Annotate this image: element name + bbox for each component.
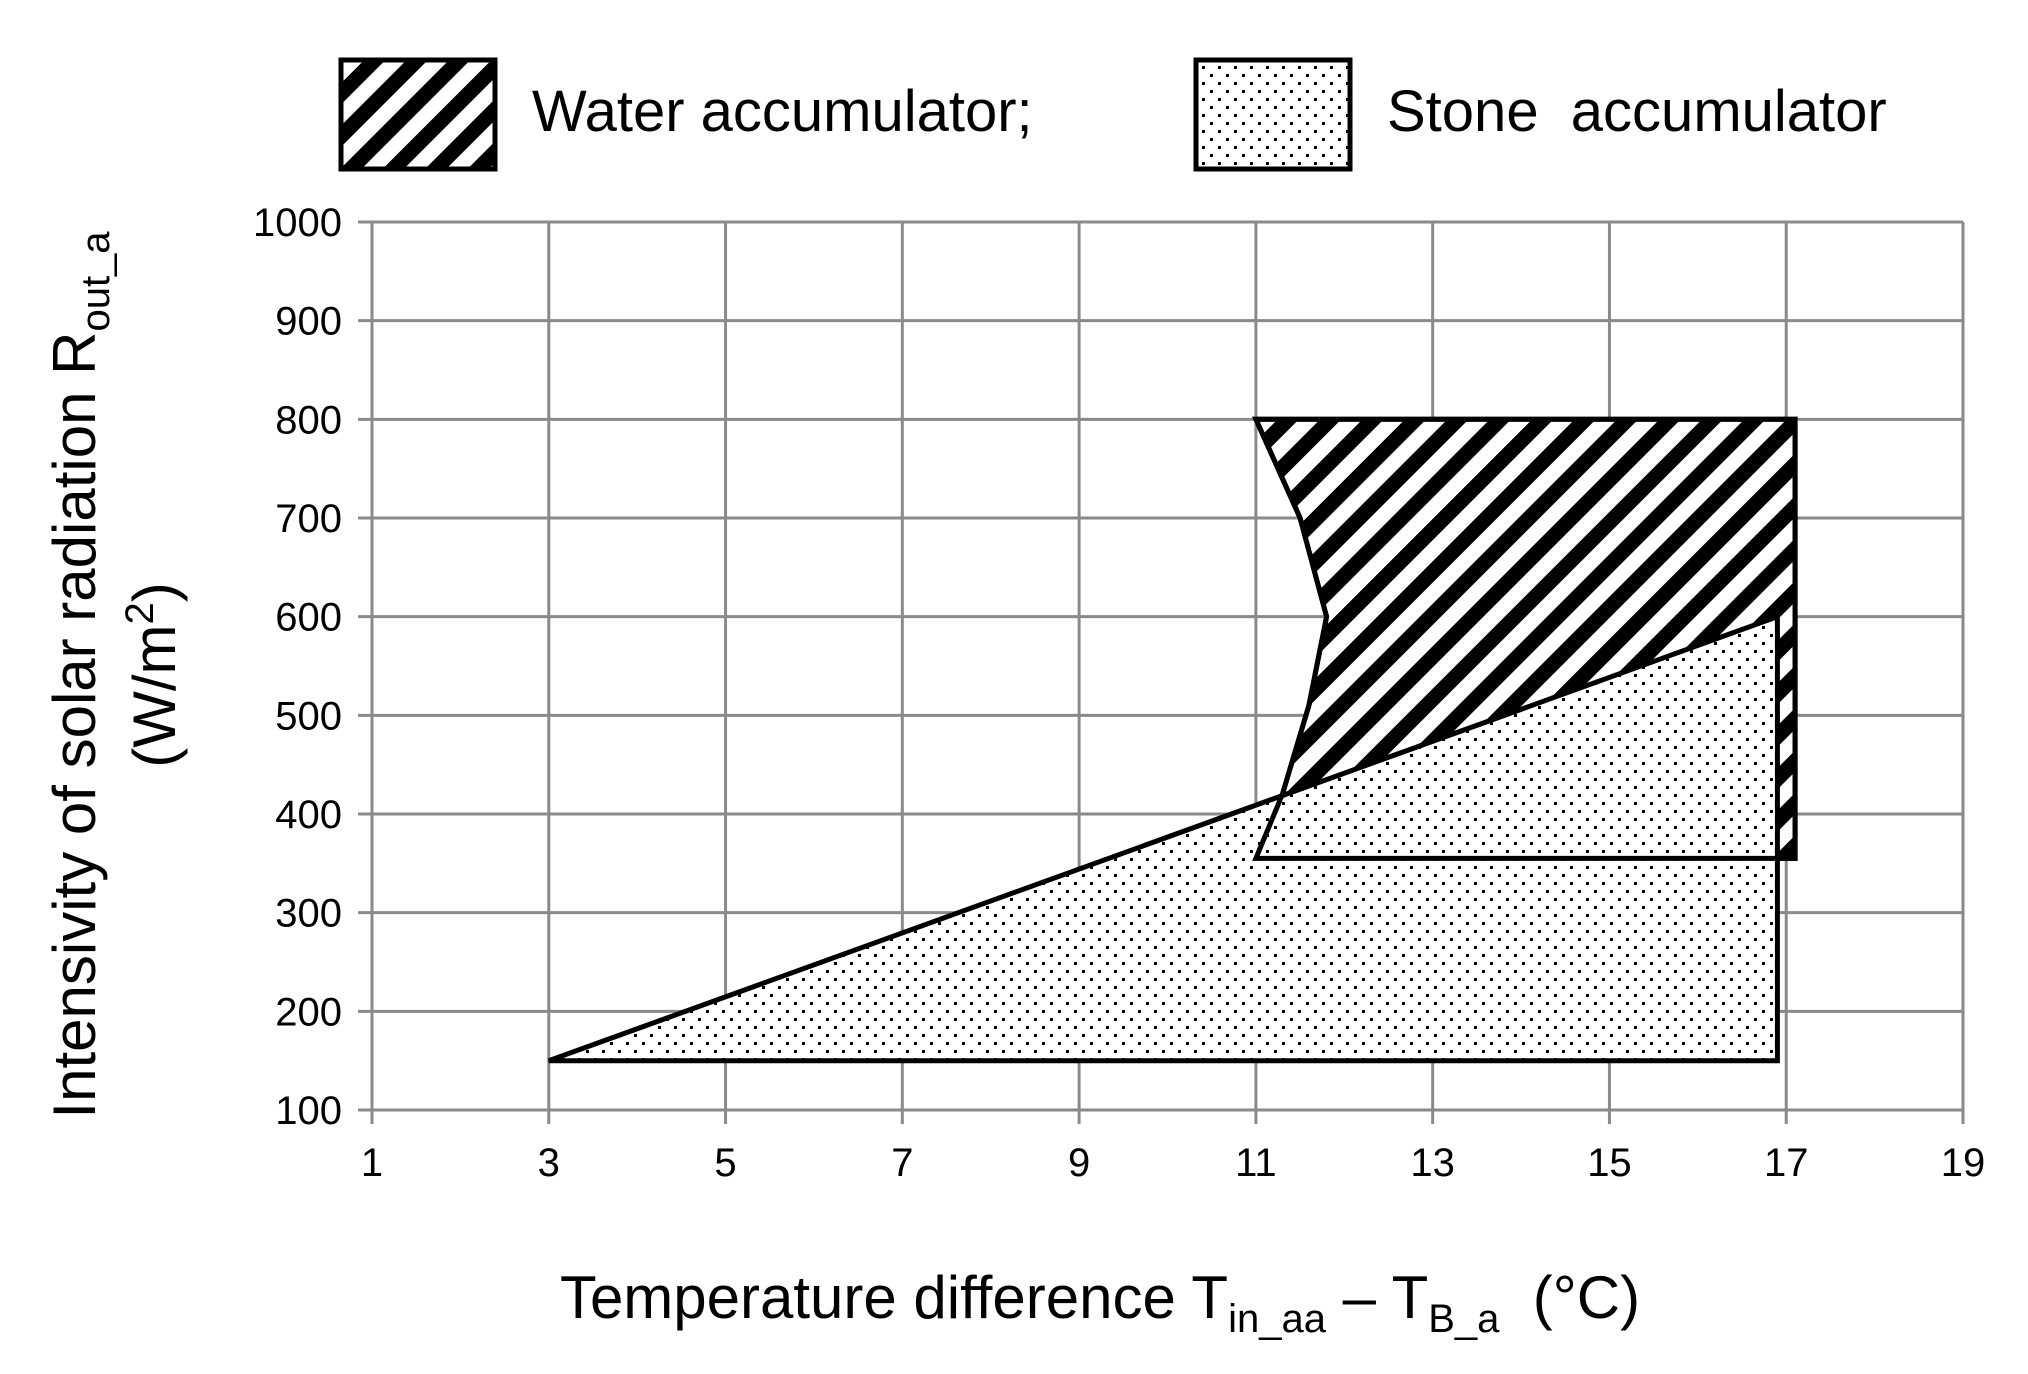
- y-tick-label: 1000: [253, 201, 342, 245]
- x-axis-title-sub1: in_aa: [1228, 1297, 1327, 1341]
- x-axis-title: Temperature difference Tin_aa – TB_a (°C…: [560, 1264, 1640, 1341]
- x-axis-title-mid: – T: [1326, 1264, 1428, 1331]
- y-tick-label: 400: [275, 793, 342, 837]
- legend-swatch-stone: [1193, 57, 1353, 172]
- y-tick-label: 300: [275, 892, 342, 936]
- y-tick-label: 700: [275, 497, 342, 541]
- y-tick-label: 100: [275, 1089, 342, 1133]
- x-tick-label: 3: [538, 1141, 560, 1185]
- x-axis-title-main: Temperature difference T: [560, 1264, 1228, 1331]
- x-tick-label: 17: [1764, 1141, 1809, 1185]
- x-tick-label: 19: [1941, 1141, 1986, 1185]
- y-tick-label: 500: [275, 694, 342, 738]
- x-tick-label: 5: [714, 1141, 736, 1185]
- legend: Water accumulator; Stone accumulator: [338, 57, 1887, 172]
- y-axis-title: Intensivity of solar radiation Rout_a (W…: [41, 231, 188, 1119]
- y-tick-label: 800: [275, 398, 342, 442]
- y-axis-title-line1: Intensivity of solar radiation Rout_a: [41, 231, 118, 1119]
- water-accumulator-outline: [1252, 416, 1798, 861]
- x-tick-label: 15: [1587, 1141, 1632, 1185]
- y-tick-labels: 100 200 300 400 500 600 700 800 900 1000: [253, 201, 342, 1133]
- stone-accumulator-area: [547, 613, 1780, 1064]
- y-tick-label: 900: [275, 300, 342, 344]
- y-tick-label: 600: [275, 596, 342, 640]
- series-layer: [547, 416, 1798, 1064]
- legend-label-water: Water accumulator;: [532, 79, 1033, 144]
- x-tick-label: 13: [1410, 1141, 1455, 1185]
- x-tick-label: 7: [891, 1141, 913, 1185]
- legend-swatch-water: [338, 57, 498, 172]
- x-axis-title-end: (°C): [1499, 1264, 1640, 1331]
- x-tick-label: 1: [361, 1141, 383, 1185]
- x-tick-label: 9: [1068, 1141, 1090, 1185]
- x-axis-title-sub2: B_a: [1428, 1297, 1500, 1341]
- legend-label-stone: Stone accumulator: [1387, 79, 1887, 144]
- x-tick-label: 11: [1235, 1141, 1277, 1185]
- y-axis-title-line2: (W/m2): [118, 582, 188, 768]
- y-tick-label: 200: [275, 990, 342, 1034]
- x-tick-labels: 1 3 5 7 9 11 13 15 17 19: [361, 1141, 1985, 1185]
